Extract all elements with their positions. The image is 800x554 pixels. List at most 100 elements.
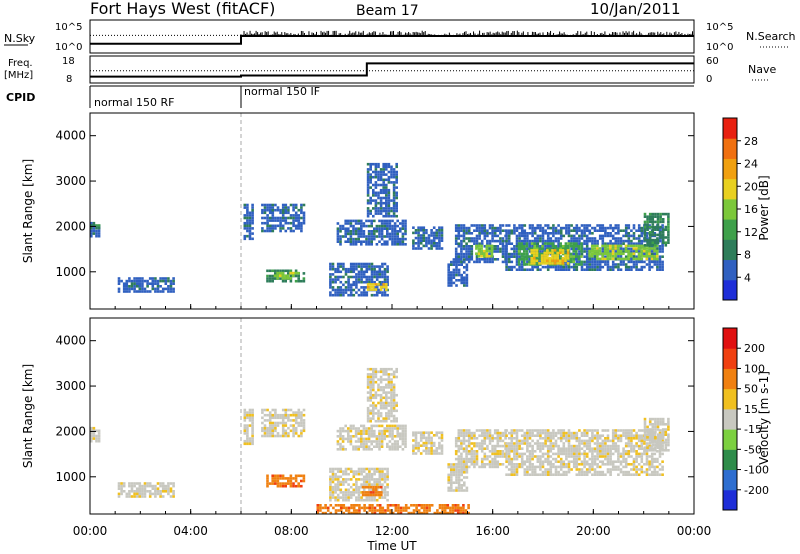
heatmap-cell — [640, 247, 643, 250]
heatmap-cell — [624, 444, 628, 448]
heatmap-cell — [553, 254, 557, 257]
heatmap-cell — [566, 251, 570, 255]
heatmap-cell — [379, 191, 383, 195]
heatmap-cell — [367, 493, 370, 497]
heatmap-cell — [562, 463, 566, 466]
heatmap-cell — [414, 434, 418, 437]
heatmap-cell — [530, 251, 533, 255]
heatmap-cell — [541, 442, 545, 445]
heatmap-cell — [591, 439, 594, 443]
heatmap-cell — [656, 265, 659, 269]
heatmap-cell — [648, 247, 651, 250]
heatmap-cell — [496, 434, 500, 437]
heatmap-cell — [294, 426, 298, 430]
heatmap-cell — [465, 486, 469, 490]
heatmap-cell — [344, 280, 348, 284]
heatmap-cell — [379, 212, 383, 215]
heatmap-cell — [460, 245, 463, 248]
heatmap-cell — [488, 437, 492, 440]
heatmap-cell — [585, 442, 589, 445]
heatmap-cell — [596, 247, 599, 250]
heatmap-cell — [510, 463, 514, 466]
heatmap-cell — [251, 416, 254, 420]
heatmap-cell — [287, 221, 290, 225]
heatmap-cell — [128, 285, 131, 288]
heatmap-cell — [539, 234, 542, 238]
heatmap-cell — [611, 439, 615, 443]
heatmap-cell — [362, 280, 366, 284]
heatmap-cell — [370, 435, 373, 438]
heatmap-cell — [383, 435, 386, 438]
heatmap-cell — [297, 408, 301, 412]
heatmap-cell — [336, 480, 340, 484]
heatmap-cell — [391, 230, 394, 233]
heatmap-cell — [622, 247, 625, 251]
heatmap-cell — [388, 445, 392, 448]
heatmap-cell — [266, 224, 269, 228]
heatmap-cell — [518, 237, 521, 240]
heatmap-cell — [355, 480, 358, 484]
heatmap-cell — [462, 226, 466, 230]
heatmap-cell — [366, 417, 370, 420]
heatmap-cell — [120, 482, 123, 485]
heatmap-cell — [460, 229, 463, 232]
heatmap-cell — [596, 429, 599, 432]
heatmap-cell — [385, 196, 388, 200]
heatmap-cell — [651, 220, 655, 224]
heatmap-cell — [510, 429, 514, 432]
heatmap-cell — [297, 474, 300, 478]
heatmap-cell — [156, 282, 160, 285]
heatmap-cell — [377, 207, 380, 210]
heatmap-cell — [480, 229, 484, 232]
heatmap-cell — [643, 215, 647, 218]
heatmap-cell — [561, 251, 565, 255]
heatmap-cell — [505, 452, 508, 456]
heatmap-cell — [349, 270, 353, 274]
heatmap-cell — [624, 473, 628, 476]
heatmap-cell — [650, 265, 654, 269]
heatmap-cell — [248, 221, 252, 225]
heatmap-cell — [486, 232, 489, 235]
heatmap-cell — [596, 249, 599, 253]
heatmap-cell — [391, 448, 394, 451]
heatmap-cell — [349, 235, 353, 238]
heatmap-cell — [336, 435, 340, 438]
heatmap-cell — [539, 237, 542, 240]
heatmap-cell — [454, 224, 458, 227]
heatmap-cell — [396, 235, 399, 238]
heatmap-cell — [354, 240, 358, 243]
heatmap-cell — [167, 490, 170, 493]
heatmap-cell — [390, 214, 393, 218]
heatmap-cell — [292, 216, 295, 220]
heatmap-cell — [287, 208, 290, 212]
heatmap-cell — [598, 237, 602, 240]
heatmap-cell — [251, 434, 254, 438]
heatmap-cell — [577, 255, 581, 258]
heatmap-cell — [562, 452, 566, 456]
heatmap-cell — [483, 437, 487, 440]
heatmap-cell — [284, 208, 288, 212]
heatmap-cell — [382, 285, 385, 289]
heatmap-cell — [493, 239, 497, 243]
heatmap-cell — [341, 429, 345, 433]
heatmap-cell — [146, 484, 149, 488]
heatmap-cell — [557, 239, 560, 243]
heatmap-cell — [382, 191, 385, 195]
heatmap-cell — [559, 262, 562, 265]
heatmap-cell — [575, 224, 579, 227]
heatmap-cell — [491, 450, 494, 453]
heatmap-cell — [430, 441, 433, 445]
heatmap-cell — [342, 470, 345, 473]
heatmap-cell — [572, 437, 576, 440]
heatmap-cell — [507, 450, 511, 453]
heatmap-cell — [536, 263, 539, 266]
heatmap-cell — [539, 434, 542, 437]
heatmap-cell — [130, 282, 134, 285]
heatmap-cell — [125, 287, 129, 291]
heatmap-cell — [167, 482, 170, 485]
heatmap-cell — [379, 204, 383, 208]
heatmap-cell — [329, 493, 332, 497]
heatmap-cell — [651, 215, 655, 218]
heatmap-cell — [395, 370, 398, 374]
heatmap-cell — [369, 181, 372, 184]
